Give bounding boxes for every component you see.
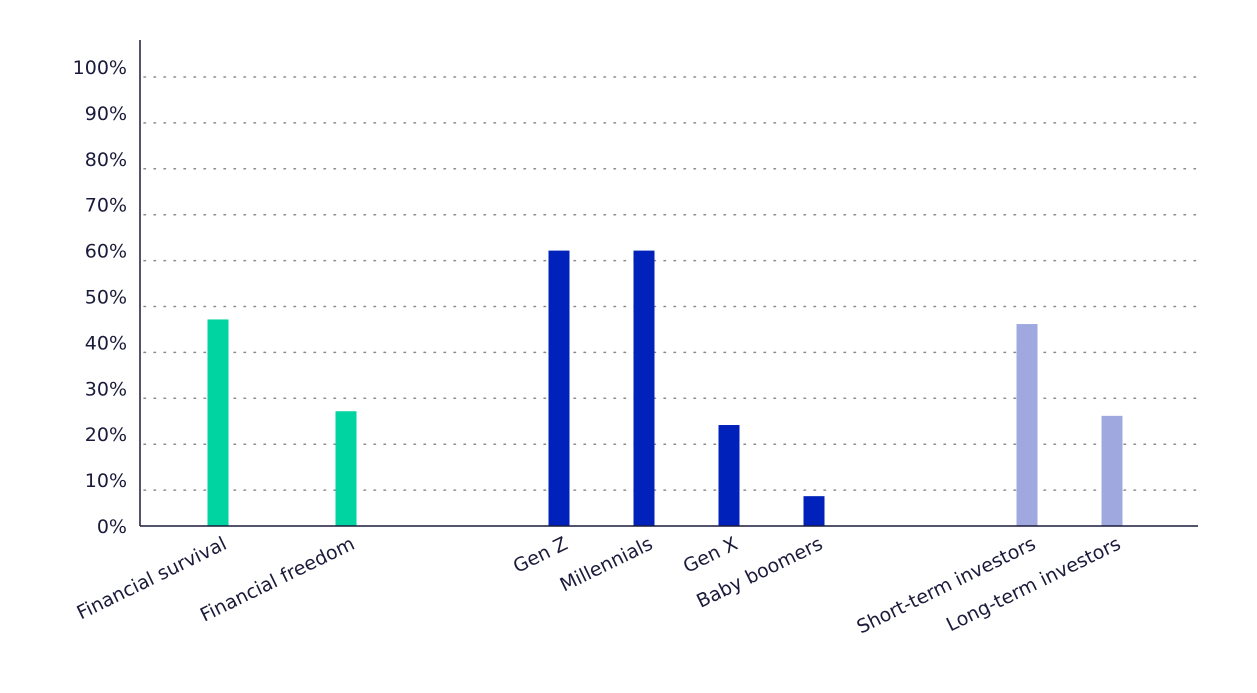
category-label: Millennials bbox=[557, 533, 657, 597]
bar bbox=[803, 496, 825, 526]
category-label: Gen X bbox=[680, 533, 741, 578]
y-tick-labels: 0% 10% 20% 30% 40% 50% 60% 70% 80% 90% 100% bbox=[73, 57, 127, 538]
bar bbox=[1101, 415, 1123, 526]
y-tick-label: 10% bbox=[85, 470, 127, 492]
y-tick-label: 70% bbox=[85, 195, 127, 217]
y-tick-label: 80% bbox=[85, 149, 127, 171]
y-tick-label: 20% bbox=[85, 424, 127, 446]
y-tick-label: 0% bbox=[97, 516, 127, 538]
y-tick-label: 30% bbox=[85, 378, 127, 400]
y-tick-label: 50% bbox=[85, 287, 127, 309]
bar bbox=[548, 250, 570, 526]
bars bbox=[207, 250, 1123, 526]
y-tick-label: 90% bbox=[85, 103, 127, 125]
bar bbox=[633, 250, 655, 526]
bar bbox=[335, 411, 357, 526]
bar bbox=[207, 319, 229, 526]
y-tick-label: 60% bbox=[85, 241, 127, 263]
axes bbox=[139, 40, 1198, 527]
y-tick-label: 100% bbox=[73, 57, 127, 79]
gridlines bbox=[143, 76, 1199, 491]
bar bbox=[718, 425, 740, 526]
y-tick-label: 40% bbox=[85, 332, 127, 354]
category-label: Gen Z bbox=[510, 533, 571, 578]
bar bbox=[1016, 324, 1038, 526]
